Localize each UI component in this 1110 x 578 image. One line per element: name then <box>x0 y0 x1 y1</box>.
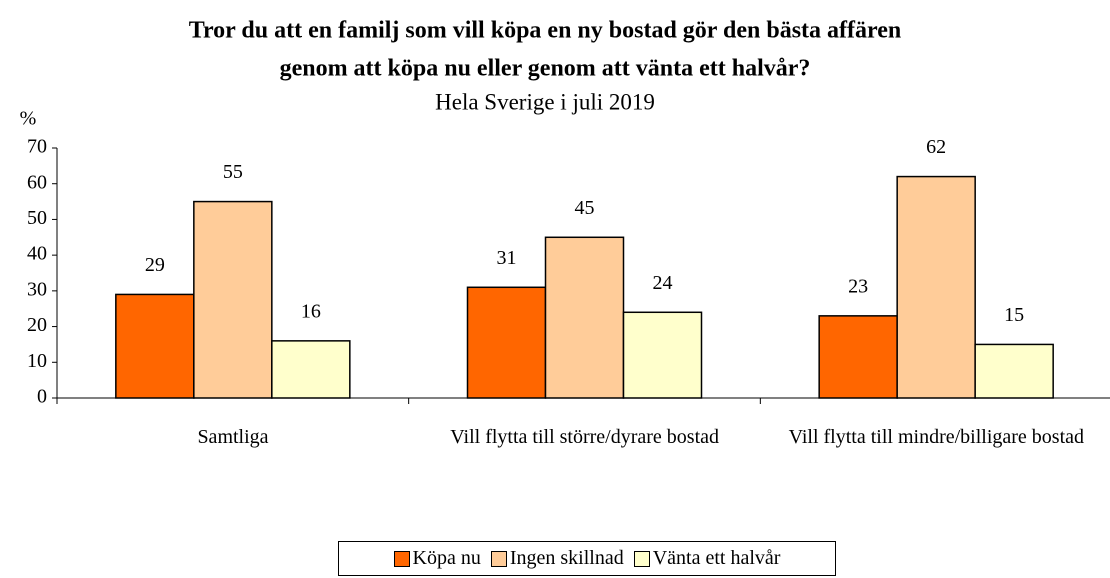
value-label: 29 <box>145 254 165 276</box>
value-label: 24 <box>653 272 673 294</box>
bar <box>271 340 351 399</box>
chart-subtitle: Hela Sverige i juli 2019 <box>435 89 655 114</box>
legend-item: Köpa nu <box>393 547 481 570</box>
legend-label: Köpa nu <box>412 547 481 569</box>
bar <box>896 175 976 399</box>
bar <box>622 311 703 399</box>
y-tick-label: 70 <box>27 136 47 158</box>
bar <box>544 236 625 399</box>
value-label: 45 <box>575 197 595 219</box>
legend-item: Vänta ett halvår <box>633 547 781 570</box>
bar <box>193 200 273 399</box>
y-tick-label: 10 <box>27 350 47 372</box>
legend-label: Vänta ett halvår <box>652 547 781 569</box>
y-tick-label: 30 <box>27 278 47 300</box>
y-tick-label: 50 <box>27 207 47 229</box>
x-tick-label: Vill flytta till mindre/billigare bostad <box>788 426 1085 448</box>
value-label: 15 <box>1004 304 1024 326</box>
legend-swatch <box>490 550 507 567</box>
bar <box>974 343 1054 399</box>
chart-title: Tror du att en familj som vill köpa en n… <box>189 18 902 44</box>
x-tick-label: Samtliga <box>197 426 269 448</box>
legend-label: Ingen skillnad <box>509 547 624 569</box>
bar <box>466 286 547 399</box>
chart-title: genom att köpa nu eller genom att vänta … <box>280 56 811 82</box>
value-label: 16 <box>301 300 321 322</box>
bar <box>115 293 195 399</box>
y-axis-label: % <box>20 108 37 130</box>
legend: Köpa nu Ingen skillnad Vänta ett halvår <box>338 541 836 576</box>
value-label: 62 <box>926 136 946 158</box>
bar <box>818 315 898 399</box>
y-tick-label: 40 <box>27 243 47 265</box>
value-label: 23 <box>848 275 868 297</box>
y-tick-label: 0 <box>37 386 47 408</box>
legend-item: Ingen skillnad <box>490 547 624 570</box>
value-label: 55 <box>223 161 243 183</box>
value-label: 31 <box>497 247 517 269</box>
y-tick-label: 20 <box>27 314 47 336</box>
legend-swatch <box>393 550 410 567</box>
legend-swatch <box>633 550 650 567</box>
x-tick-label: Vill flytta till större/dyrare bostad <box>450 426 720 448</box>
y-tick-label: 60 <box>27 171 47 193</box>
